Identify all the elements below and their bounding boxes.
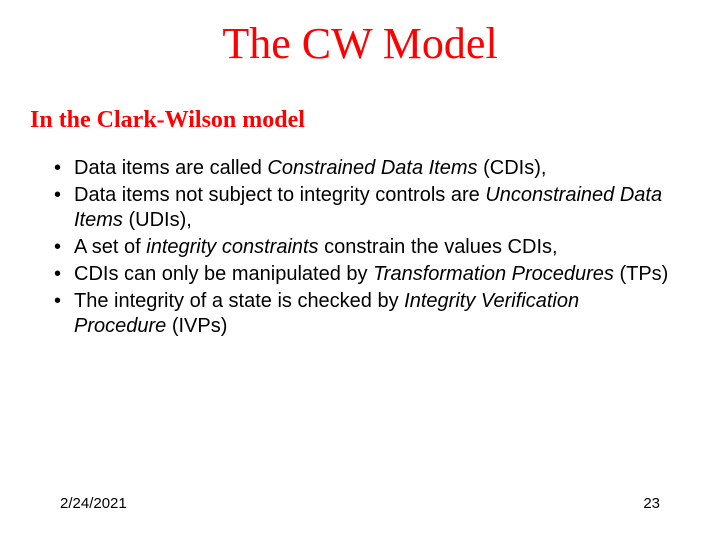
- list-item: CDIs can only be manipulated by Transfor…: [50, 262, 670, 287]
- list-item: Data items are called Constrained Data I…: [50, 156, 670, 181]
- slide: The CW Model In the Clark-Wilson model D…: [0, 0, 720, 540]
- list-item: A set of integrity constraints constrain…: [50, 235, 670, 260]
- bullet-text-pre: The integrity of a state is checked by: [74, 290, 404, 312]
- bullet-text-em: Constrained Data Items: [267, 157, 477, 179]
- section-heading: In the Clark-Wilson model: [30, 107, 720, 134]
- bullet-text-post: (TPs): [614, 263, 668, 285]
- bullet-text-em: integrity constraints: [146, 236, 318, 258]
- bullet-text-post: (CDIs),: [478, 157, 547, 179]
- bullet-text-post: constrain the values CDIs,: [319, 236, 558, 258]
- bullet-list: Data items are called Constrained Data I…: [50, 156, 670, 339]
- bullet-text-em: Transformation Procedures: [373, 263, 614, 285]
- bullet-text-pre: Data items are called: [74, 157, 267, 179]
- list-item: The integrity of a state is checked by I…: [50, 289, 670, 339]
- bullet-text-pre: CDIs can only be manipulated by: [74, 263, 373, 285]
- page-title: The CW Model: [0, 0, 720, 69]
- footer-page-number: 23: [643, 495, 660, 512]
- bullet-text-pre: A set of: [74, 236, 146, 258]
- list-item: Data items not subject to integrity cont…: [50, 183, 670, 233]
- bullet-text-pre: Data items not subject to integrity cont…: [74, 184, 485, 206]
- footer-date: 2/24/2021: [60, 495, 127, 512]
- bullet-text-post: (IVPs): [166, 315, 227, 337]
- bullet-text-post: (UDIs),: [123, 209, 192, 231]
